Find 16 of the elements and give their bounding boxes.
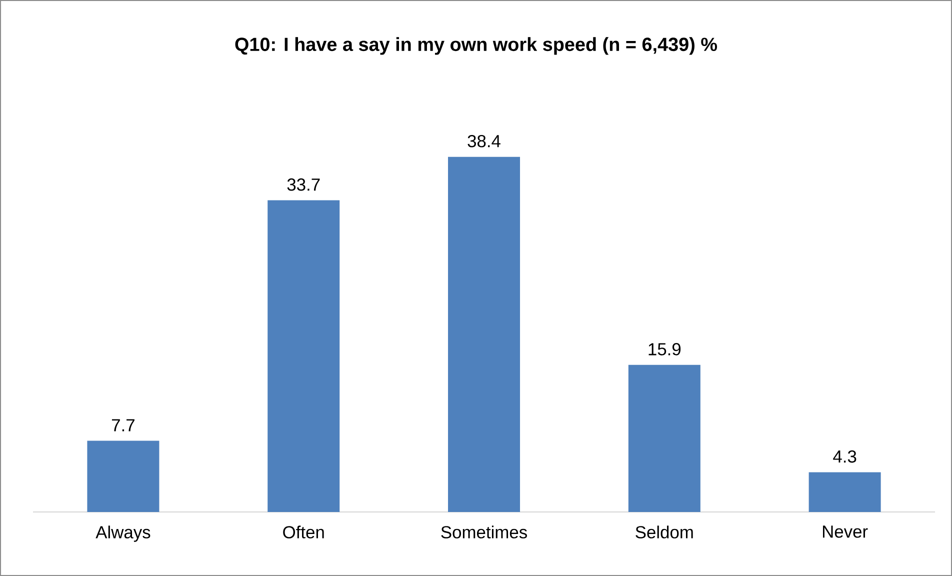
bar: [448, 156, 520, 512]
chart-title: Q10: I have a say in my own work speed (n = 6,439) %: [235, 37, 717, 55]
bar: [87, 440, 160, 512]
x-tick-label: Never: [822, 526, 868, 538]
x-tick-label: Often: [283, 526, 324, 538]
x-tick-label: Sometimes: [441, 526, 527, 538]
x-tick-label: Always: [96, 526, 150, 542]
bar: [628, 364, 700, 512]
data-label: 33.7: [287, 178, 320, 191]
bar: [808, 472, 881, 512]
data-label: 4.3: [833, 450, 856, 463]
data-label: 7.7: [112, 419, 134, 432]
bar: [268, 200, 340, 512]
x-tick-label: Seldom: [636, 526, 693, 538]
data-label: 38.4: [468, 134, 500, 148]
data-label: 15.9: [648, 343, 681, 356]
